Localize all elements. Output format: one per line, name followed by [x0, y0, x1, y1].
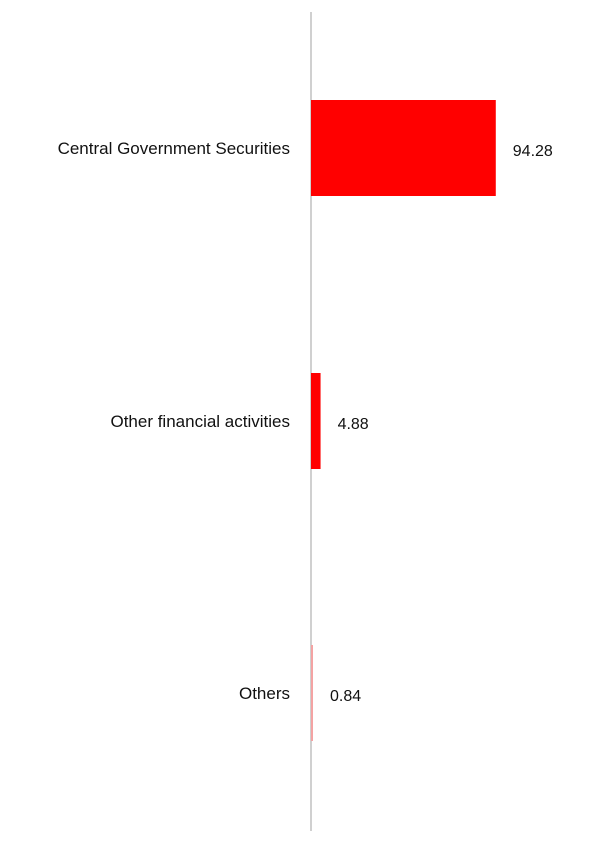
value-label-other-financial-activities: 4.88 [338, 416, 369, 433]
bars-group [311, 100, 496, 741]
category-labels-group: Central Government Securities Other finan… [58, 139, 290, 703]
category-label-others: Others [239, 684, 290, 703]
value-labels-group: 94.28 4.88 0.84 [330, 143, 553, 705]
value-label-others: 0.84 [330, 688, 361, 705]
bar-central-government-securities [311, 100, 496, 196]
category-label-central-government-securities: Central Government Securities [58, 139, 290, 158]
bar-others [311, 645, 313, 741]
category-label-other-financial-activities: Other financial activities [110, 412, 290, 431]
bar-other-financial-activities [311, 373, 321, 469]
value-label-central-government-securities: 94.28 [513, 143, 553, 160]
